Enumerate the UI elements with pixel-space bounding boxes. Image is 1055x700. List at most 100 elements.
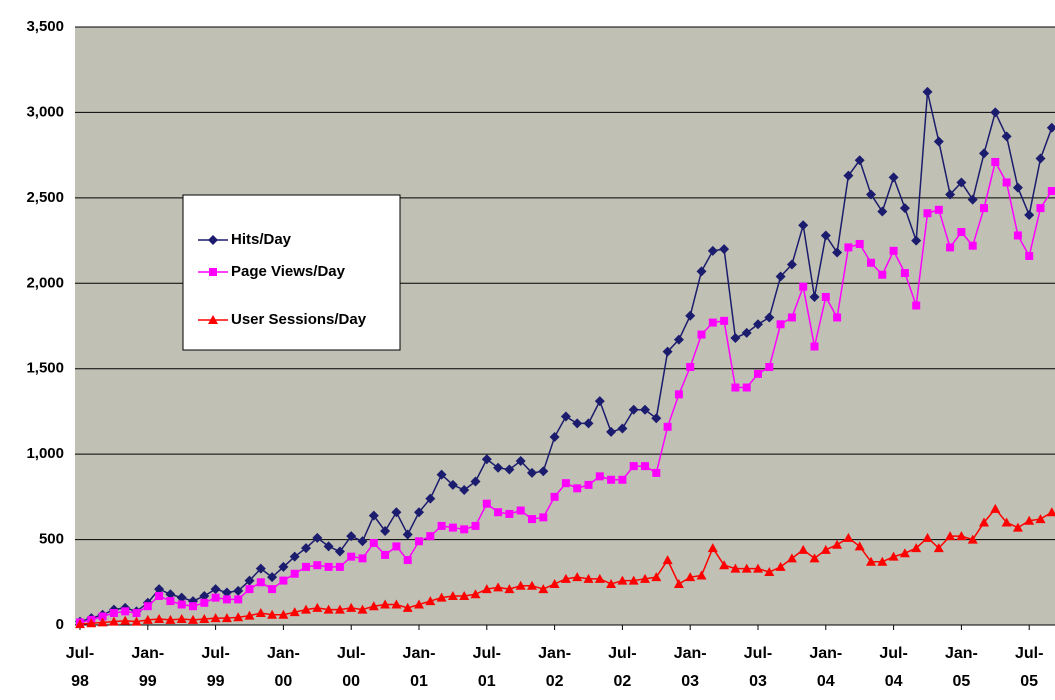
marker	[900, 269, 909, 278]
legend-marker	[208, 235, 218, 245]
marker	[414, 507, 424, 518]
marker	[538, 466, 549, 477]
marker	[911, 235, 922, 246]
marker	[426, 532, 435, 541]
marker	[504, 584, 515, 594]
marker	[629, 462, 638, 471]
marker	[775, 271, 786, 282]
x-tick-label: Jul- 02	[608, 645, 637, 690]
marker	[255, 563, 266, 574]
marker	[798, 220, 809, 231]
marker	[754, 369, 762, 378]
y-tick-label: 1,000	[26, 445, 64, 462]
marker	[1024, 515, 1035, 525]
marker	[267, 572, 278, 583]
marker	[527, 580, 537, 590]
marker	[504, 464, 515, 475]
marker	[934, 205, 943, 214]
marker	[234, 595, 243, 604]
marker	[708, 318, 717, 327]
marker	[730, 332, 741, 343]
legend-marker	[209, 268, 217, 276]
marker	[437, 521, 446, 530]
marker	[787, 313, 796, 322]
marker	[889, 246, 898, 255]
marker	[640, 404, 650, 415]
marker	[166, 597, 175, 606]
marker	[652, 468, 661, 477]
marker	[719, 560, 730, 570]
marker	[786, 259, 797, 270]
marker	[86, 618, 97, 628]
marker	[673, 334, 684, 345]
marker	[470, 589, 481, 599]
marker	[244, 610, 255, 620]
marker	[967, 194, 978, 205]
legend-label: Page Views/Day	[231, 263, 346, 280]
marker	[719, 244, 730, 255]
marker	[312, 602, 323, 612]
marker	[447, 590, 458, 600]
marker	[595, 472, 604, 481]
marker	[210, 584, 221, 595]
x-tick-label: Jan- 04	[809, 645, 843, 690]
marker	[685, 572, 696, 582]
marker	[651, 413, 662, 424]
marker	[120, 615, 131, 625]
marker	[979, 517, 989, 527]
marker	[922, 532, 933, 542]
marker	[617, 575, 628, 585]
marker	[674, 390, 683, 399]
marker	[210, 613, 221, 623]
marker	[189, 602, 197, 611]
marker	[968, 241, 977, 250]
x-tick-label: Jul- 05	[1014, 645, 1044, 690]
y-tick-label: 3,000	[26, 103, 64, 120]
marker	[866, 556, 876, 566]
marker	[764, 567, 775, 577]
marker	[131, 616, 142, 626]
marker	[820, 230, 831, 241]
marker	[200, 598, 209, 607]
marker	[402, 529, 413, 540]
marker	[854, 541, 865, 551]
marker	[899, 203, 910, 214]
marker	[572, 572, 583, 582]
marker	[1046, 507, 1055, 517]
marker	[267, 609, 278, 619]
marker	[425, 596, 436, 606]
marker	[323, 604, 334, 614]
marker	[956, 531, 967, 541]
marker	[583, 418, 594, 429]
marker	[594, 573, 605, 583]
marker	[279, 576, 288, 585]
marker	[98, 612, 107, 621]
marker	[121, 607, 130, 616]
marker	[867, 258, 875, 267]
marker	[798, 544, 809, 554]
marker	[515, 580, 526, 590]
marker	[662, 555, 673, 565]
marker	[324, 562, 333, 571]
marker	[109, 609, 118, 618]
marker	[878, 270, 887, 279]
marker	[741, 327, 752, 338]
marker	[233, 585, 244, 596]
legend-label: User Sessions/Day	[231, 311, 367, 328]
marker	[381, 550, 390, 559]
marker	[583, 573, 594, 583]
x-tick-label: Jan- 00	[266, 645, 300, 690]
marker	[256, 578, 265, 587]
marker	[312, 532, 323, 543]
marker	[685, 310, 696, 321]
marker	[368, 510, 379, 521]
x-tick-label: Jul- 01	[472, 645, 502, 690]
marker	[832, 539, 843, 549]
marker	[854, 155, 865, 166]
marker	[334, 546, 345, 557]
marker	[165, 614, 176, 624]
marker	[1046, 122, 1055, 133]
marker	[470, 476, 481, 487]
marker	[369, 538, 378, 547]
